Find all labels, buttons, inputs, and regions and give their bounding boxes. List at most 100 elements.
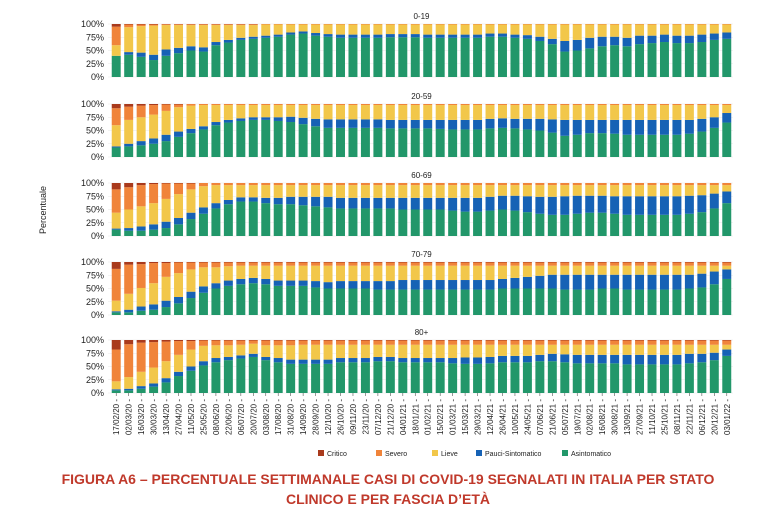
bar-lieve [435, 265, 445, 281]
bar-pauci [522, 196, 532, 213]
bar-critico [311, 262, 321, 263]
bar-severo [198, 340, 208, 346]
bar-asintomatico [610, 45, 620, 77]
bar-severo [585, 183, 595, 186]
bar-lieve [460, 24, 470, 35]
bar-pauci [286, 116, 296, 123]
bar-pauci [547, 353, 557, 362]
bar-asintomatico [111, 55, 121, 77]
bar-severo [410, 340, 420, 345]
bar-critico [635, 262, 645, 263]
bar-asintomatico [211, 362, 221, 393]
legend-item: Severo [376, 450, 407, 458]
bar-lieve [659, 265, 669, 275]
bar-lieve [273, 105, 283, 118]
bar-severo [385, 104, 395, 106]
bar-asintomatico [373, 127, 383, 157]
bar-severo [535, 340, 545, 345]
bar-severo [423, 24, 433, 25]
bar-pauci [223, 39, 233, 43]
bar-severo [510, 262, 520, 266]
x-tick-label: 19/07/21 - [573, 399, 582, 435]
bar-critico [610, 262, 620, 263]
bar-critico [560, 262, 570, 263]
bar-severo [360, 24, 370, 25]
bar-lieve [498, 24, 507, 34]
bar-asintomatico [298, 285, 308, 315]
bar-lieve [298, 105, 308, 118]
bar-pauci [136, 141, 146, 146]
bar-lieve [597, 185, 607, 196]
bar-asintomatico [248, 38, 258, 77]
bar-asintomatico [485, 128, 495, 157]
bar-severo [647, 183, 657, 186]
bar-lieve [223, 185, 233, 200]
bar-asintomatico [560, 362, 570, 393]
panel-20-59: 20-59 100% 75% 50% 25% 0% [81, 92, 733, 162]
bar-lieve [211, 267, 221, 284]
bar-severo [198, 104, 208, 106]
bar-critico [149, 104, 159, 106]
bar-pauci [124, 143, 134, 147]
bar-pauci [261, 35, 271, 38]
bar-severo [672, 262, 682, 266]
bar-severo [261, 262, 271, 266]
y-tick-label: 100% [81, 257, 104, 267]
bar-asintomatico [186, 133, 196, 157]
bar-critico [136, 183, 146, 186]
bar-critico [161, 262, 171, 264]
bar-severo [722, 183, 732, 186]
bar-lieve [373, 265, 383, 282]
bar-pauci [298, 31, 308, 34]
bar-asintomatico [198, 129, 208, 157]
bar-severo [597, 183, 607, 186]
bar-asintomatico [435, 128, 445, 157]
bar-asintomatico [448, 363, 458, 393]
bar-lieve [498, 265, 507, 279]
bar-critico [348, 262, 358, 263]
bar-pauci [161, 49, 171, 56]
bar-severo [722, 340, 732, 345]
bar-pauci [473, 119, 483, 130]
bar-pauci [236, 278, 246, 285]
bar-asintomatico [659, 364, 669, 393]
bar-severo [174, 24, 184, 26]
caption-line-1: FIGURA A6 – PERCENTUALE SETTIMANALE CASI… [61, 471, 715, 487]
bar-severo [485, 104, 495, 106]
bar-critico [448, 340, 458, 341]
bar-lieve [273, 185, 283, 198]
bar-asintomatico [635, 134, 645, 157]
bar-pauci [111, 228, 121, 230]
bar-pauci [448, 280, 458, 290]
bar-severo [248, 183, 258, 186]
bar-asintomatico [547, 288, 557, 315]
x-tick-label: 02/08/21 - [586, 399, 595, 435]
bar-severo [111, 108, 121, 126]
bar-lieve [398, 185, 408, 198]
bar-lieve [286, 265, 296, 281]
bar-lieve [622, 344, 632, 355]
bar-critico [659, 262, 669, 263]
bar-severo [522, 24, 532, 25]
bar-pauci [186, 291, 196, 299]
bar-lieve [161, 361, 171, 379]
bar-severo [336, 183, 345, 186]
bar-asintomatico [273, 362, 283, 393]
bar-asintomatico [223, 122, 233, 157]
bar-severo [348, 24, 358, 25]
bar-critico [535, 340, 545, 341]
bar-severo [423, 262, 433, 266]
x-tick-label: 05/07/21 - [561, 399, 570, 435]
bar-severo [622, 24, 632, 25]
bar-pauci [174, 47, 184, 54]
bar-asintomatico [722, 38, 732, 77]
bar-pauci [373, 356, 383, 362]
bar-critico [136, 24, 146, 25]
bar-critico [174, 262, 184, 263]
y-tick-label: 50% [86, 362, 104, 372]
bar-pauci [174, 217, 184, 225]
bar-lieve [473, 105, 483, 120]
bar-asintomatico [236, 284, 246, 315]
bar-pauci [198, 361, 208, 366]
bar-pauci [186, 366, 196, 371]
